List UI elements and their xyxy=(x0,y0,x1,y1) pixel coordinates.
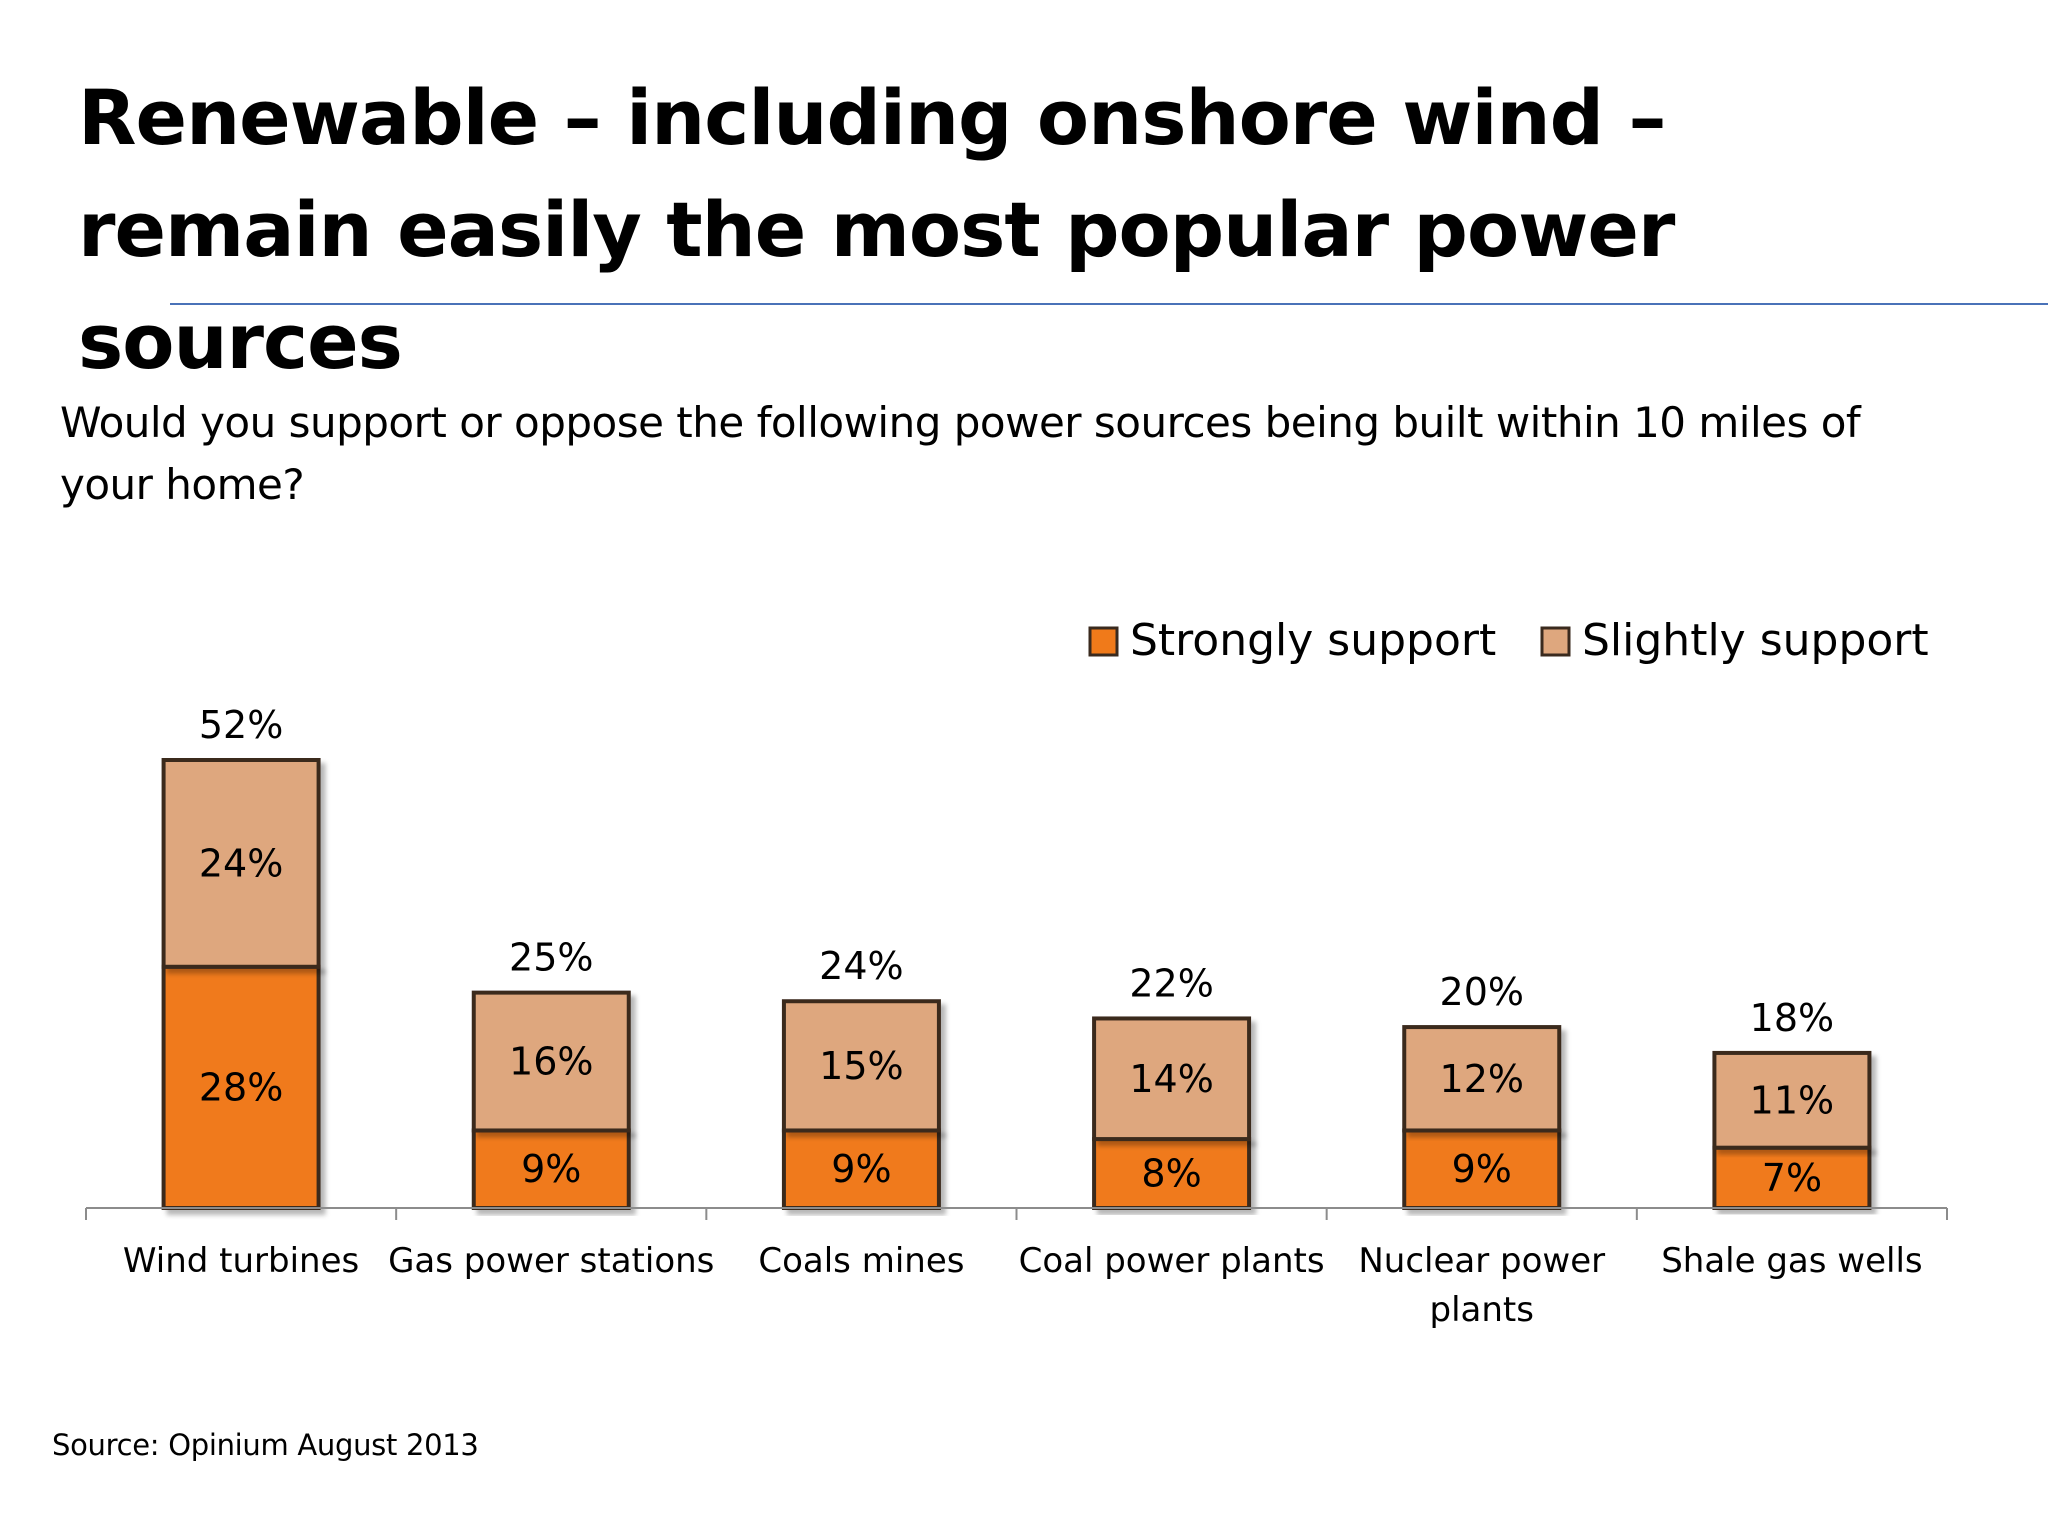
category-label: Coals mines xyxy=(758,1241,964,1281)
bar-segment-strongly xyxy=(161,964,321,1210)
bar-value-label: 9% xyxy=(831,1147,891,1191)
bar-segment-slightly xyxy=(1092,1016,1252,1142)
legend-swatch-slightly xyxy=(1540,626,1571,657)
bar-total-label: 20% xyxy=(1440,970,1524,1014)
bar-value-label: 8% xyxy=(1141,1152,1201,1196)
category-label-line: Gas power stations xyxy=(388,1241,714,1281)
bar-value-label: 24% xyxy=(199,841,283,885)
bar-value-label: 7% xyxy=(1762,1156,1822,1200)
x-axis: Wind turbines Gas power stations Coals min… xyxy=(85,1207,1948,1330)
category-label-line: Coals mines xyxy=(758,1241,964,1281)
chart-legend: Strongly support Slightly support xyxy=(1088,615,1929,666)
category-label-line: Shale gas wells xyxy=(1661,1241,1922,1281)
category-label: Gas power stations xyxy=(388,1241,714,1281)
bar-value-label: 9% xyxy=(1452,1147,1512,1191)
category-label-line: plants xyxy=(1430,1290,1534,1330)
category-label-line: Nuclear power xyxy=(1358,1241,1605,1281)
source-note: Source: Opinium August 2013 xyxy=(52,1428,479,1462)
category-label: Coal power plants xyxy=(1019,1241,1325,1281)
title-divider xyxy=(170,303,2048,305)
bar-segment-slightly xyxy=(471,990,631,1133)
category-label: Wind turbines xyxy=(123,1241,359,1281)
bar-total-label: 22% xyxy=(1129,961,1213,1005)
bar-value-label: 14% xyxy=(1129,1057,1213,1101)
category-label-line: Coal power plants xyxy=(1019,1241,1325,1281)
bar-segment-slightly xyxy=(161,758,321,969)
bar-value-label: 16% xyxy=(509,1040,593,1084)
bar-value-label: 9% xyxy=(521,1147,581,1191)
category-label: Nuclear power plants xyxy=(1358,1241,1605,1330)
bar-value-label: 12% xyxy=(1440,1057,1524,1101)
bar-total-label: 24% xyxy=(819,944,903,988)
bar-total-label: 52% xyxy=(199,703,283,747)
bar-segment-strongly xyxy=(1712,1145,1872,1210)
bar-total-label: 25% xyxy=(509,936,593,980)
data-labels: 28% 24% 52% 9% 16% 25% 9% 15% 24% 8% 14% 22% 9% 12% 20… xyxy=(199,703,1834,1200)
bar-value-label: 15% xyxy=(819,1044,903,1088)
category-label: Shale gas wells xyxy=(1661,1241,1922,1281)
legend-label-slightly: Slightly support xyxy=(1582,615,1929,666)
bar-segment-strongly xyxy=(471,1128,631,1211)
bar-segment-strongly xyxy=(1402,1128,1562,1211)
legend-label-strongly: Strongly support xyxy=(1130,615,1496,666)
bar-total-label: 18% xyxy=(1750,996,1834,1040)
bar-value-label: 28% xyxy=(199,1065,283,1109)
legend-swatch-strongly xyxy=(1088,626,1119,657)
bar-segment-slightly xyxy=(1402,1025,1562,1133)
survey-question: Would you support or oppose the followin… xyxy=(60,398,1861,509)
bar-segment-slightly xyxy=(1712,1050,1872,1150)
bars-group xyxy=(161,758,1872,1211)
category-label-line: Wind turbines xyxy=(123,1241,359,1281)
slide-title: Renewable – including onshore wind – rem… xyxy=(78,73,1675,386)
bar-value-label: 11% xyxy=(1750,1078,1834,1122)
bar-segment-slightly xyxy=(781,999,941,1133)
